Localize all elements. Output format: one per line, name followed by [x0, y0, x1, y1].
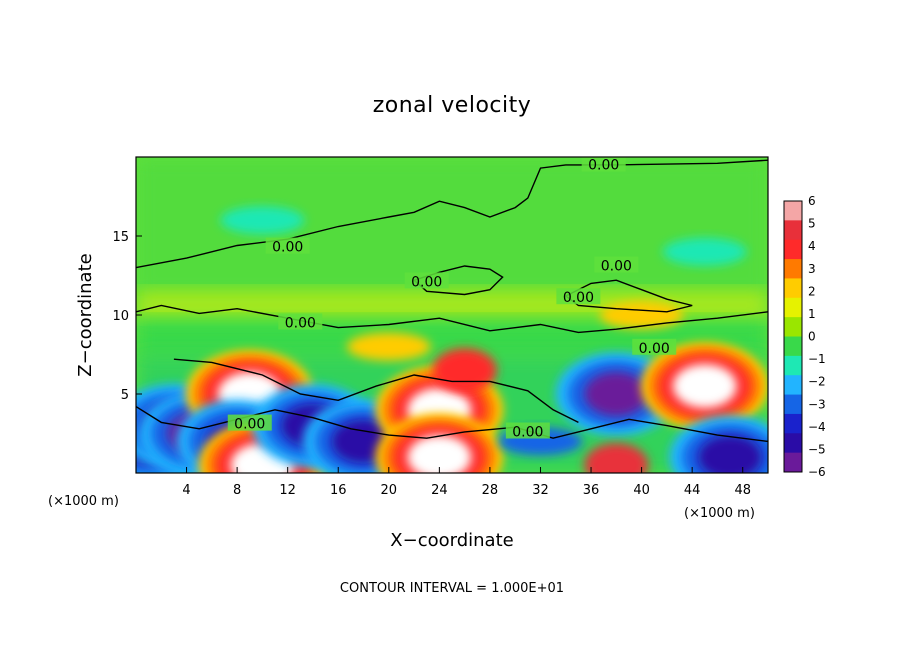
- x-tick-label: 44: [684, 483, 701, 498]
- y-tick-label: 15: [112, 230, 129, 245]
- contour-label: 0.00: [639, 341, 670, 357]
- colorbar-swatch: [784, 239, 802, 260]
- y-tick-label: 10: [112, 309, 129, 324]
- x-axis-label: X−coordinate: [390, 530, 513, 551]
- colorbar-tick-label: 4: [808, 239, 816, 253]
- colorbar-tick-label: 6: [808, 194, 816, 208]
- contour-label: 0.00: [272, 240, 303, 256]
- contour-interval-note: CONTOUR INTERVAL = 1.000E+01: [340, 581, 564, 596]
- field-cell: [584, 443, 649, 473]
- x-tick-label: 20: [381, 483, 398, 498]
- contour-label: 0.00: [411, 274, 442, 290]
- contour-label: 0.00: [234, 417, 265, 433]
- contour-label-bg: [581, 157, 626, 172]
- colorbar: 6 5 4 3 2 1 0 −1 −2 −3 −4 −5 −6: [783, 194, 826, 479]
- contour-label: 0.00: [512, 425, 543, 441]
- field-cell: [407, 435, 472, 473]
- x-tick-label: 16: [330, 483, 347, 498]
- colorbar-swatch: [784, 317, 802, 337]
- x-tick-label: 24: [431, 483, 448, 498]
- colorbar-swatch: [784, 394, 802, 415]
- colorbar-swatch: [784, 220, 802, 241]
- x-tick-label: 12: [279, 483, 296, 498]
- colorbar-swatch: [784, 259, 802, 279]
- colorbar-tick-label: 1: [808, 307, 816, 321]
- colorbar-swatch: [784, 201, 802, 221]
- x-tick-label: 4: [182, 483, 190, 498]
- field-cell: [584, 372, 649, 416]
- contour-label-bg: [265, 237, 310, 254]
- contour-label: 0.00: [601, 259, 632, 275]
- colorbar-tick-label: 0: [808, 330, 816, 344]
- colorbar-frame: [783, 200, 803, 473]
- x-tick-label: 8: [233, 483, 241, 498]
- contour-line: [413, 265, 504, 296]
- colorbar-tick-label: −5: [808, 442, 826, 456]
- field-cell: [432, 348, 497, 393]
- colorbar-tick-label: 5: [808, 217, 816, 231]
- field-cell: [672, 364, 737, 409]
- contour-line: [565, 279, 693, 313]
- contour-label-bg: [227, 414, 272, 431]
- y-axis: 5 10 15: [112, 230, 142, 403]
- colorbar-tick-label: −4: [808, 420, 826, 434]
- y-tick-label: 5: [121, 388, 129, 403]
- zero-contours: 0.00 0.00 0.00 0.00 0.00 0.00 0.00 0.00 0.00: [136, 157, 768, 443]
- colorbar-tick-label: −1: [808, 352, 826, 366]
- contour-line: [136, 406, 768, 443]
- contour-label-bg: [632, 338, 677, 355]
- field-cell: [220, 206, 305, 235]
- contour-label-bg: [556, 288, 601, 305]
- colorbar-swatch: [784, 375, 802, 396]
- colorbar-tick-label: −6: [808, 465, 826, 479]
- field-cell: [346, 332, 431, 361]
- y-axis-label: Z−coordinate: [75, 253, 96, 376]
- x-tick-label: 36: [583, 483, 600, 498]
- contour-label: 0.00: [563, 290, 594, 306]
- colorbar-tick-label: −2: [808, 375, 826, 389]
- field-cell: [662, 237, 747, 266]
- contour-label-bg: [505, 422, 550, 439]
- x-tick-label: 48: [734, 483, 751, 498]
- colorbar-swatch: [784, 452, 802, 473]
- colorbar-swatch: [784, 433, 802, 454]
- contour-label-bg: [594, 256, 639, 273]
- field-cell: [698, 435, 763, 473]
- colorbar-swatch: [784, 355, 802, 376]
- x-tick-label: 32: [532, 483, 549, 498]
- x-axis: 4 8 12 16 20 24 28 32 36 40 44 48: [182, 467, 751, 498]
- x-unit-left: (×1000 m): [48, 494, 119, 509]
- colorbar-tick-label: −3: [808, 397, 826, 411]
- colorbar-swatch: [784, 297, 802, 318]
- x-tick-label: 28: [482, 483, 499, 498]
- colorbar-tick-label: 3: [808, 262, 816, 276]
- field-cell: [599, 301, 684, 329]
- colorbar-swatch: [784, 336, 802, 357]
- colorbar-tick-label: 2: [808, 284, 816, 298]
- x-unit-right: (×1000 m): [684, 506, 755, 521]
- velocity-field: [136, 157, 768, 473]
- colorbar-swatch: [784, 278, 802, 299]
- contour-label: 0.00: [285, 315, 316, 331]
- plot-area: 0.00 0.00 0.00 0.00 0.00 0.00 0.00 0.00 0.00: [136, 157, 768, 473]
- contour-line: [173, 358, 579, 424]
- contour-label-bg: [404, 272, 449, 289]
- x-tick-label: 40: [633, 483, 650, 498]
- contour-label-bg: [278, 313, 323, 330]
- chart-title: zonal velocity: [373, 93, 532, 118]
- contour-label: 0.00: [588, 157, 619, 173]
- contour-line: [136, 304, 768, 334]
- colorbar-swatch: [784, 413, 802, 434]
